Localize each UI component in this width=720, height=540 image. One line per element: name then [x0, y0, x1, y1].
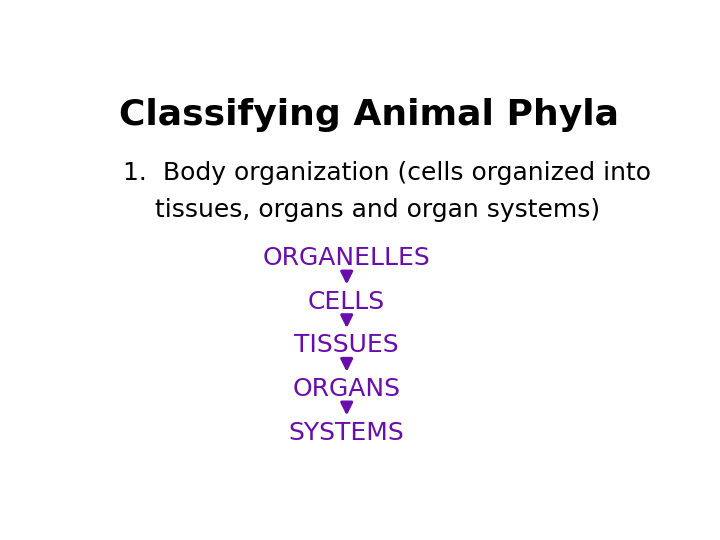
Text: ORGANELLES: ORGANELLES: [263, 246, 431, 270]
Text: ORGANS: ORGANS: [292, 377, 400, 401]
Text: 1.  Body organization (cells organized into: 1. Body organization (cells organized in…: [124, 161, 652, 185]
Text: TISSUES: TISSUES: [294, 334, 399, 357]
Text: tissues, organs and organ systems): tissues, organs and organ systems): [124, 198, 600, 222]
Text: CELLS: CELLS: [308, 290, 385, 314]
Text: SYSTEMS: SYSTEMS: [289, 421, 405, 445]
Text: Classifying Animal Phyla: Classifying Animal Phyla: [119, 98, 619, 132]
